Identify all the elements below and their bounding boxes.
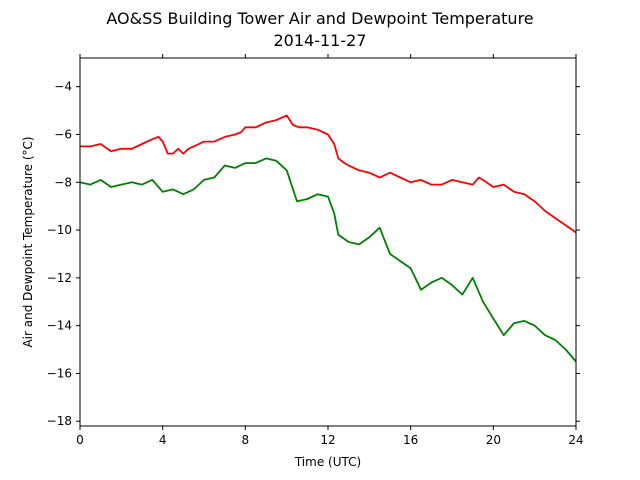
y-tick-label: −6 <box>54 127 72 141</box>
axis-ticks: 0 4 8 12 16 20 24 −18 −16 −14 −12 −10 −8 −6 −4 <box>47 54 584 447</box>
y-tick-label: −12 <box>47 271 72 285</box>
x-tick-label: 8 <box>242 433 250 447</box>
x-tick-label: 20 <box>486 433 501 447</box>
x-axis-label: Time (UTC) <box>294 455 361 469</box>
y-axis-label: Air and Dewpoint Temperature (°C) <box>21 136 35 347</box>
y-tick-label: −14 <box>47 319 72 333</box>
air-temperature-line <box>80 114 577 234</box>
chart-title: AO&SS Building Tower Air and Dewpoint Te… <box>106 9 533 28</box>
plot-frame <box>79 57 577 427</box>
chart-subtitle: 2014-11-27 <box>274 31 367 50</box>
y-tick-label: −18 <box>47 414 72 428</box>
x-tick-label: 12 <box>320 433 335 447</box>
x-tick-label: 0 <box>76 433 84 447</box>
y-tick-label: −10 <box>47 223 72 237</box>
x-tick-label: 4 <box>159 433 167 447</box>
y-tick-label: −4 <box>54 80 72 94</box>
y-tick-label: −8 <box>54 175 72 189</box>
x-tick-label: 24 <box>568 433 583 447</box>
plot-area <box>79 114 577 363</box>
y-tick-label: −16 <box>47 366 72 380</box>
dewpoint-temperature-line <box>79 157 577 363</box>
x-tick-label: 16 <box>403 433 418 447</box>
